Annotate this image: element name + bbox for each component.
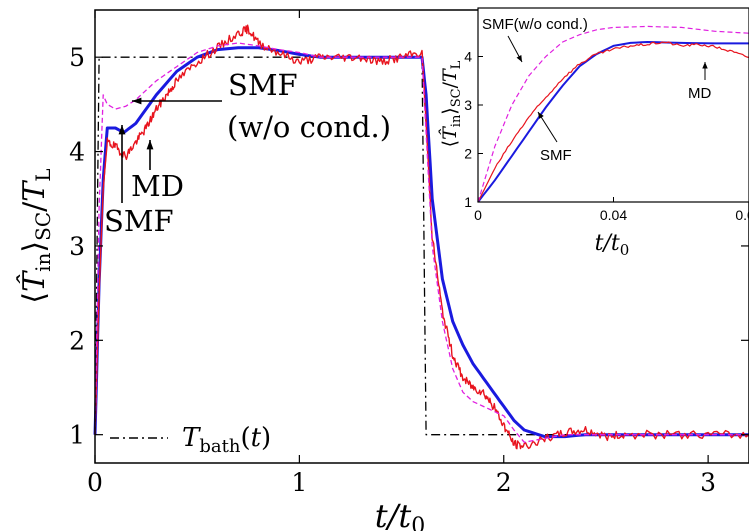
series-line-md [94,24,749,450]
plot-frame [94,9,749,464]
inset-y-tick-label: 4 [464,49,472,65]
y-tick-label: 5 [69,43,85,72]
annotation-arrow-smf-head [118,125,126,135]
inset-series-line-md [477,41,749,203]
inset-series-line-smf [477,40,749,203]
series-line-tbath-t [94,56,749,436]
annotation-wo-cond: (w/o cond.) [227,110,391,144]
inset-y-tick-label: 2 [464,146,472,162]
annotation-smf-wo-cond: SMF [228,68,298,102]
annotation-arrow-md-head [146,140,154,150]
inset-annotation-md: MD [688,85,711,102]
annotation-arrow-smf-wo-cond-head [132,97,142,105]
series-line-smf-w-o-cond [94,42,749,443]
y-tick-label: 4 [69,138,85,167]
annotation-md: MD [131,169,184,203]
x-tick-label: 1 [291,468,307,497]
legend-label-tbath: Tbath(t) [182,423,271,457]
inset-y-tick-label: 3 [464,97,472,113]
inset-y-tick-label: 1 [464,194,472,210]
inset-annotation-arrow-md-head [702,62,708,69]
y-tick-label: 2 [69,326,85,355]
inset-x-tick-label: 0.04 [600,207,627,223]
inset-y-axis-label: ⟨T̂in⟩SC/TL [439,60,464,147]
y-tick-label: 1 [69,421,85,450]
inset-annotation-arrow-smf-head [538,112,544,119]
inset-x-tick-label: 0.08 [735,207,749,223]
x-tick-label: 2 [496,468,512,497]
inset-annotation-arrow-smf-wo-cond-head [516,55,522,62]
inset-background [478,8,749,202]
x-tick-label: 3 [700,468,716,497]
inset-annotation-smf: SMF [540,147,572,164]
y-tick-label: 3 [69,232,85,261]
inset-series-line-smf-w-o-cond [477,25,749,203]
inset-annotation-smf-wo-cond: SMF(w/o cond.) [482,16,588,33]
inset-x-tick-label: 0 [474,207,482,223]
annotation-smf: SMF [104,204,174,238]
x-tick-label: 0 [87,468,103,497]
y-axis-label: ⟨T̂in⟩SC/TL [17,168,55,303]
